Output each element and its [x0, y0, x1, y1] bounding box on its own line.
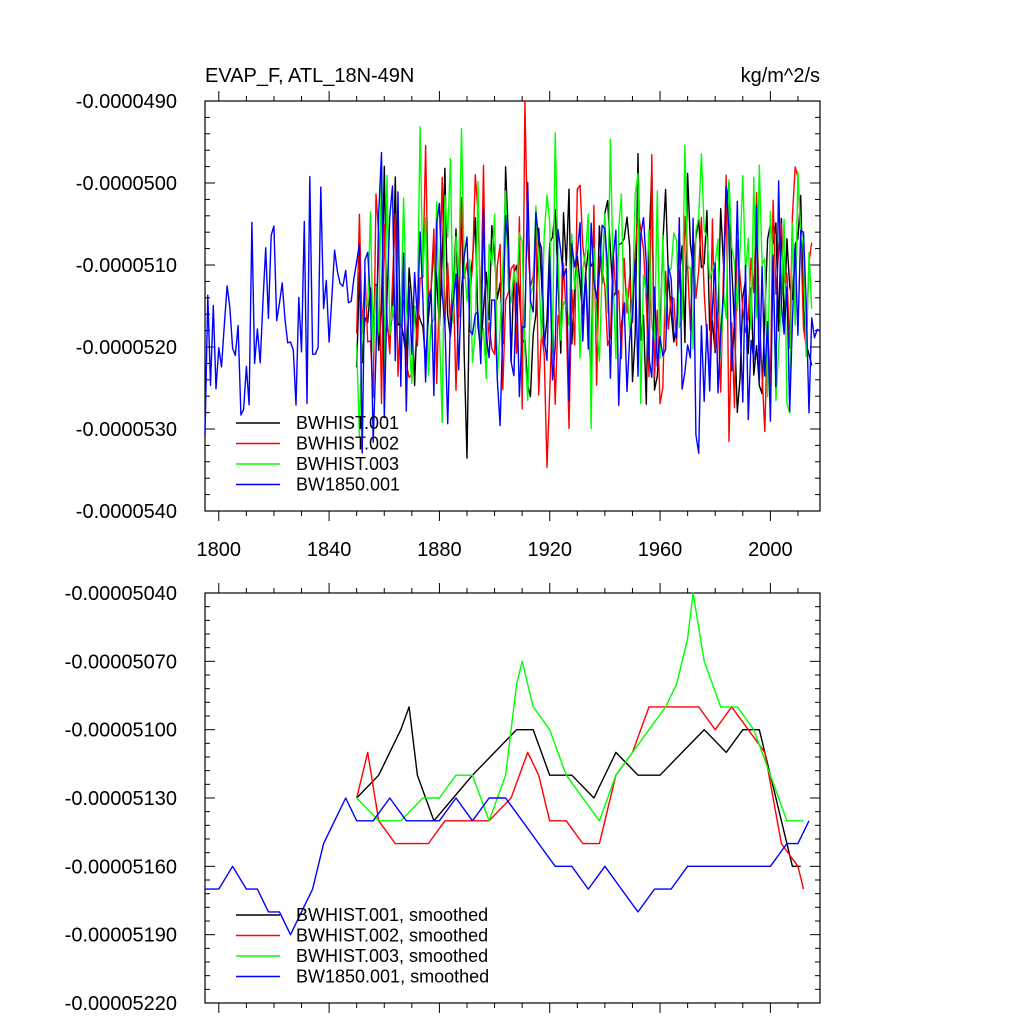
series-line-bw1850-001-smoothed [205, 797, 810, 936]
series-line-bwhist-003-smoothed [356, 592, 804, 822]
y-tick-label: -0.00005190 [65, 925, 177, 947]
x-tick-label: 1960 [638, 539, 683, 561]
y-tick-label: -0.0000520 [76, 337, 177, 359]
y-tick-label: -0.00005220 [65, 993, 177, 1015]
y-tick-label: -0.00005130 [65, 788, 177, 810]
y-tick-label: -0.0000530 [76, 419, 177, 441]
series-line-bwhist-002 [356, 100, 813, 469]
bottom-chart: -0.00005040 -0.00005070 -0.00005100 -0.0000… [65, 583, 821, 1015]
series-group-top [204, 100, 821, 469]
top-chart: EVAP_F, ATL_18N-49N kg/m^2/s -0.0000490-… [76, 65, 821, 561]
series-group-bottom [205, 592, 810, 936]
y-tick-label: -0.0000540 [76, 501, 177, 523]
chart-title: EVAP_F, ATL_18N-49N [205, 65, 414, 87]
legend-label: BWHIST.001 [296, 413, 399, 433]
legend-label: BWHIST.003, smoothed [296, 946, 488, 966]
y-tick-label: -0.0000500 [76, 173, 177, 195]
plot-frame-top [204, 100, 821, 512]
axis-ticks-bottom [205, 583, 820, 1013]
x-tick-label: 1840 [307, 539, 352, 561]
x-tick-label: 1880 [417, 539, 462, 561]
x-tick-label: 2000 [748, 539, 793, 561]
legend-label: BW1850.001, smoothed [296, 967, 489, 987]
x-tick-label: 1920 [527, 539, 572, 561]
y-tick-label: -0.0000490 [76, 91, 177, 113]
legend-label: BWHIST.002, smoothed [296, 926, 488, 946]
y-tick-label: -0.00005160 [65, 856, 177, 878]
legend-label: BWHIST.003 [296, 454, 399, 474]
chart-units: kg/m^2/s [741, 65, 820, 87]
axis-ticks-top [205, 91, 820, 521]
series-line-bwhist-002-smoothed [356, 706, 805, 890]
legend-label: BWHIST.001, smoothed [296, 905, 488, 925]
y-tick-label: -0.00005040 [65, 583, 177, 605]
series-line-bwhist-001-smoothed [356, 706, 801, 867]
y-tick-label: -0.0000510 [76, 255, 177, 277]
x-tick-label: 1800 [197, 539, 242, 561]
legend-label: BWHIST.002 [296, 434, 399, 454]
y-axis-labels-top: -0.0000490 -0.0000500 -0.0000510 -0.0000520… [76, 91, 177, 523]
y-tick-label: -0.00005100 [65, 720, 177, 742]
series-line-bw1850-001 [204, 151, 821, 454]
x-axis-labels-top: 1800 1840 1880 1920 1960 2000 [197, 539, 793, 561]
legend-label: BW1850.001 [296, 475, 400, 495]
y-axis-labels-bottom: -0.00005040 -0.00005070 -0.00005100 -0.0000… [65, 583, 177, 1015]
y-tick-label: -0.00005070 [65, 651, 177, 673]
